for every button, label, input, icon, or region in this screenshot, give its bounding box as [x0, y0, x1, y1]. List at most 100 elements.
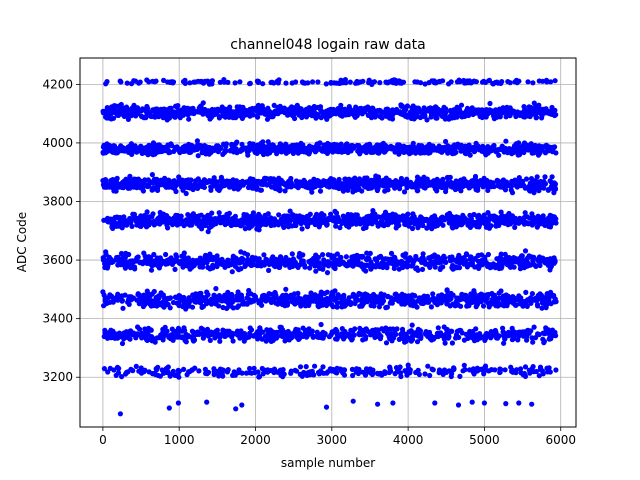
data-point	[223, 148, 229, 154]
data-point	[104, 79, 110, 85]
data-point	[118, 79, 124, 85]
data-point	[458, 102, 465, 108]
data-point	[155, 364, 161, 370]
data-point	[119, 340, 126, 347]
data-point	[176, 300, 182, 306]
data-point	[351, 332, 357, 338]
data-point	[170, 79, 177, 85]
data-point	[435, 325, 441, 331]
data-point	[232, 213, 238, 219]
data-point	[430, 367, 436, 373]
data-point	[415, 188, 421, 194]
data-point	[360, 78, 366, 84]
data-point	[205, 292, 211, 298]
data-point	[205, 229, 211, 235]
data-point	[251, 365, 257, 371]
data-point	[334, 370, 340, 376]
data-point	[400, 79, 407, 85]
data-point	[192, 365, 198, 371]
data-point	[140, 188, 146, 194]
data-point	[210, 262, 216, 268]
data-point	[404, 336, 410, 342]
data-point	[356, 366, 362, 372]
data-point	[220, 177, 226, 183]
data-point	[295, 290, 301, 296]
data-point	[354, 297, 361, 303]
data-point	[187, 80, 193, 86]
data-point	[355, 370, 361, 377]
data-point	[338, 141, 344, 147]
data-point	[172, 266, 178, 272]
data-point	[300, 258, 306, 264]
data-point	[328, 211, 334, 217]
data-point	[440, 264, 446, 270]
data-point	[289, 251, 295, 257]
data-point	[113, 188, 119, 194]
data-point	[315, 79, 321, 85]
data-point	[475, 187, 481, 193]
data-point	[335, 292, 341, 298]
data-point	[307, 265, 313, 271]
data-point	[124, 80, 130, 86]
data-point	[350, 372, 356, 379]
data-point	[419, 266, 426, 272]
data-point	[440, 222, 446, 228]
data-point	[338, 102, 344, 108]
data-point	[364, 175, 370, 181]
data-point	[146, 79, 152, 85]
data-point	[309, 189, 315, 195]
data-point	[173, 188, 179, 195]
data-point	[449, 328, 455, 334]
data-point	[447, 174, 453, 180]
data-point	[218, 145, 224, 151]
data-point	[428, 304, 434, 310]
data-point	[448, 79, 454, 85]
data-point	[101, 366, 107, 372]
data-point	[394, 326, 400, 332]
data-point	[473, 79, 479, 85]
data-point	[127, 336, 133, 342]
data-point	[183, 190, 189, 197]
data-point	[247, 80, 253, 86]
data-point	[440, 78, 446, 84]
data-point	[446, 334, 452, 340]
data-point	[132, 266, 138, 272]
data-point	[341, 367, 348, 373]
data-point	[473, 326, 479, 332]
data-point	[347, 79, 353, 85]
data-point	[324, 270, 331, 276]
data-point	[119, 297, 125, 304]
data-point	[225, 79, 231, 85]
data-point	[181, 250, 187, 256]
data-point	[383, 340, 390, 346]
data-point	[359, 188, 365, 194]
data-point	[195, 153, 201, 159]
data-point	[213, 221, 219, 227]
data-point	[409, 225, 416, 232]
data-point	[299, 226, 305, 232]
data-point	[288, 368, 294, 374]
data-point	[389, 116, 396, 122]
data-point	[225, 367, 231, 373]
data-point	[310, 79, 316, 85]
data-point	[405, 211, 411, 217]
data-point	[349, 336, 355, 342]
data-point	[142, 367, 148, 373]
data-point	[256, 256, 262, 262]
data-point	[255, 369, 261, 375]
data-point	[216, 303, 222, 309]
data-point	[334, 304, 340, 310]
data-point	[181, 112, 187, 118]
data-point	[370, 367, 376, 373]
data-point	[181, 366, 187, 372]
data-point	[265, 211, 271, 217]
data-point	[384, 304, 390, 310]
data-point	[427, 372, 433, 379]
data-point	[422, 371, 428, 377]
data-point	[124, 222, 130, 228]
data-point	[115, 370, 122, 376]
data-point	[200, 100, 206, 106]
data-point	[300, 142, 306, 148]
